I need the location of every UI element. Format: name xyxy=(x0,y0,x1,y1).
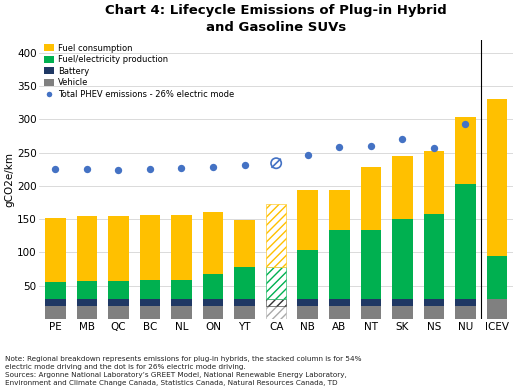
Bar xyxy=(424,151,444,214)
Text: Note: Regional breakdown represents emissions for plug-in hybrids, the stacked c: Note: Regional breakdown represents emis… xyxy=(5,356,362,386)
Bar xyxy=(455,306,476,319)
Point xyxy=(430,145,438,151)
Point xyxy=(303,152,312,158)
Bar xyxy=(77,217,97,281)
Bar xyxy=(297,306,318,319)
Bar xyxy=(171,299,192,306)
Bar xyxy=(108,306,129,319)
Bar xyxy=(297,191,318,251)
Bar xyxy=(140,299,160,306)
Bar xyxy=(140,280,160,299)
Bar xyxy=(234,267,255,299)
Bar xyxy=(487,256,507,299)
Bar xyxy=(203,274,223,299)
Bar xyxy=(266,267,286,299)
Bar xyxy=(360,299,381,306)
Bar xyxy=(140,215,160,280)
Bar xyxy=(234,306,255,319)
Bar xyxy=(297,299,318,306)
Bar xyxy=(329,191,349,230)
Point xyxy=(272,160,280,166)
Point xyxy=(51,166,59,172)
Bar xyxy=(392,299,413,306)
Bar xyxy=(171,215,192,280)
Bar xyxy=(171,306,192,319)
Bar xyxy=(392,156,413,219)
Bar xyxy=(77,281,97,299)
Bar xyxy=(77,306,97,319)
Point xyxy=(83,166,91,172)
Legend: Fuel consumption, Fuel/electricity production, Battery, Vehicle, Total PHEV emis: Fuel consumption, Fuel/electricity produ… xyxy=(43,44,234,99)
Point xyxy=(114,167,123,173)
Bar xyxy=(487,299,507,319)
Bar xyxy=(455,299,476,306)
Bar xyxy=(203,212,223,274)
Bar xyxy=(45,218,66,282)
Bar xyxy=(234,299,255,306)
Bar xyxy=(203,299,223,306)
Bar xyxy=(297,251,318,299)
Bar xyxy=(108,299,129,306)
Point xyxy=(146,166,154,172)
Title: Chart 4: Lifecycle Emissions of Plug-in Hybrid
and Gasoline SUVs: Chart 4: Lifecycle Emissions of Plug-in … xyxy=(105,4,447,34)
Bar xyxy=(329,230,349,299)
Bar xyxy=(329,306,349,319)
Bar xyxy=(360,167,381,230)
Point xyxy=(209,164,217,170)
Point xyxy=(398,136,406,142)
Bar xyxy=(360,230,381,299)
Point xyxy=(461,121,469,127)
Point xyxy=(240,162,249,168)
Bar xyxy=(455,117,476,184)
Bar xyxy=(392,219,413,299)
Bar xyxy=(266,204,286,267)
Point xyxy=(367,143,375,149)
Bar xyxy=(45,306,66,319)
Bar xyxy=(234,220,255,267)
Bar xyxy=(171,280,192,299)
Bar xyxy=(108,281,129,299)
Y-axis label: gCO2e/km: gCO2e/km xyxy=(4,152,14,207)
Bar xyxy=(424,299,444,306)
Bar xyxy=(108,217,129,281)
Bar xyxy=(203,306,223,319)
Bar xyxy=(392,306,413,319)
Point xyxy=(335,144,343,150)
Bar xyxy=(45,282,66,299)
Bar xyxy=(266,306,286,319)
Bar xyxy=(424,214,444,299)
Bar xyxy=(329,299,349,306)
Bar xyxy=(424,306,444,319)
Bar xyxy=(360,306,381,319)
Point xyxy=(177,165,186,171)
Bar xyxy=(45,299,66,306)
Bar xyxy=(77,299,97,306)
Bar xyxy=(140,306,160,319)
Bar xyxy=(487,99,507,256)
Bar xyxy=(266,299,286,306)
Bar xyxy=(455,184,476,299)
